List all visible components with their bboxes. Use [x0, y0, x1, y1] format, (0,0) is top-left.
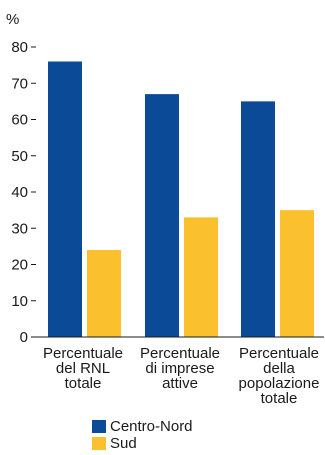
legend-swatch — [92, 437, 106, 450]
y-tick-label: 20 — [11, 257, 28, 274]
x-category-label: Percentuale del RNL totale — [43, 345, 123, 392]
y-tick-label: 80 — [11, 39, 28, 56]
y-tick-label: 60 — [11, 112, 28, 129]
legend: Centro-Nord Sud — [92, 418, 193, 452]
y-tick-label: 40 — [11, 184, 28, 201]
y-tick-label: 30 — [11, 220, 28, 237]
y-tick-label: 0 — [20, 329, 28, 346]
category-labels: Percentuale del RNL totale Percentuale di im… — [43, 345, 319, 407]
y-tick-label: 50 — [11, 148, 28, 165]
legend-swatch — [92, 420, 106, 433]
bar-sud — [87, 250, 121, 337]
legend-label: Sud — [110, 435, 137, 452]
bars — [48, 61, 314, 337]
legend-item: Centro-Nord — [92, 418, 193, 435]
bar-centro-nord — [241, 101, 275, 337]
legend-item: Sud — [92, 435, 193, 452]
bar-sud — [280, 210, 314, 337]
bar-centro-nord — [48, 61, 82, 337]
y-axis-ticks: 0 10 20 30 40 50 60 70 80 — [11, 39, 36, 346]
bar-centro-nord — [145, 94, 179, 337]
y-tick-label: 10 — [11, 293, 28, 310]
y-axis-unit-label: % — [6, 11, 19, 28]
x-category-label: Percentuale di imprese attive — [140, 345, 220, 392]
bar-sud — [184, 217, 218, 337]
legend-label: Centro-Nord — [110, 418, 193, 435]
y-tick-label: 70 — [11, 75, 28, 92]
x-category-label: Percentuale della popolazione totale — [239, 345, 320, 407]
